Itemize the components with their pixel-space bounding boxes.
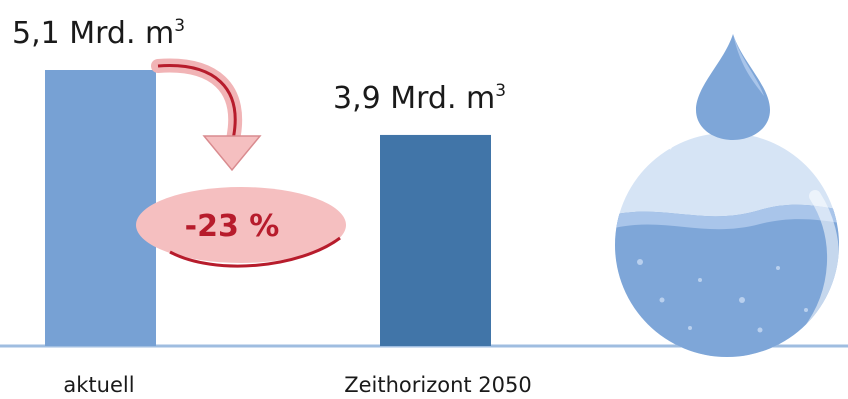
value-label-zeithorizont-2050: 3,9 Mrd. m3 [333, 81, 506, 116]
category-label-aktuell: aktuell [63, 373, 134, 397]
water-flask-icon [615, 34, 839, 357]
water-drop-icon [696, 34, 770, 140]
category-label-zeithorizont-2050: Zeithorizont 2050 [344, 373, 532, 397]
bar-zeithorizont-2050 [380, 134, 491, 346]
percent-change-label: -23 % [185, 209, 280, 244]
reduction-arrow-icon [151, 58, 262, 172]
value-label-aktuell: 5,1 Mrd. m3 [12, 16, 185, 51]
bar-aktuell [45, 70, 156, 346]
percent-change-badge: -23 % [136, 187, 346, 268]
